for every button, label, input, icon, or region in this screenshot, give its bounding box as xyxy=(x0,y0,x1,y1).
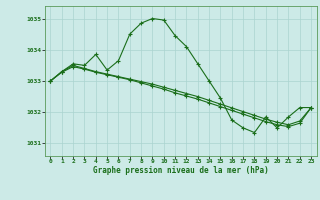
X-axis label: Graphe pression niveau de la mer (hPa): Graphe pression niveau de la mer (hPa) xyxy=(93,166,269,175)
